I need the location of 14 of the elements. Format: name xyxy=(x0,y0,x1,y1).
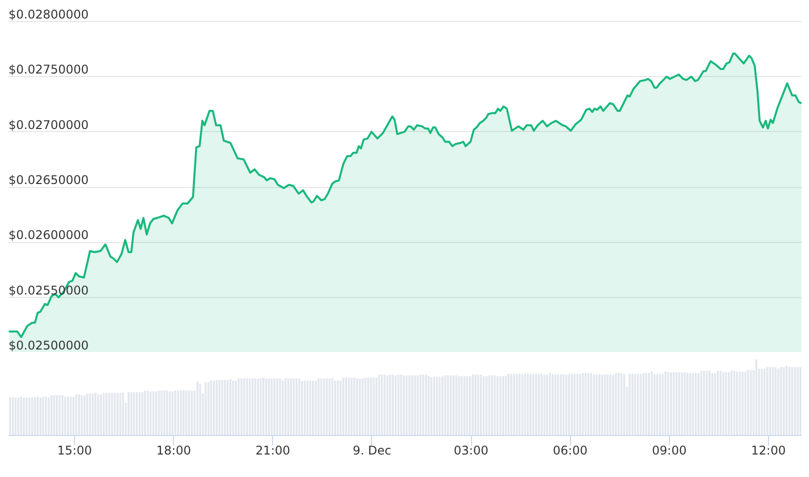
x-tick-label: 12:00 xyxy=(751,444,786,458)
y-tick-label: $0.02650000 xyxy=(8,173,89,187)
y-tick-label: $0.02600000 xyxy=(8,228,89,242)
y-tick-label: $0.02800000 xyxy=(8,8,89,22)
x-tick-label: 9. Dec xyxy=(352,444,392,458)
y-tick-label: $0.02750000 xyxy=(8,62,89,77)
x-tick-label: 21:00 xyxy=(256,444,290,458)
x-tick-label: 06:00 xyxy=(552,444,588,458)
x-tick-label: 18:00 xyxy=(156,444,192,458)
y-tick-label: $0.02500000 xyxy=(8,338,89,352)
x-tick-label: 15:00 xyxy=(57,444,92,458)
x-tick-label: 09:00 xyxy=(652,444,687,458)
x-tick-label: 03:00 xyxy=(454,444,488,458)
y-tick-label: $0.02700000 xyxy=(8,118,89,132)
